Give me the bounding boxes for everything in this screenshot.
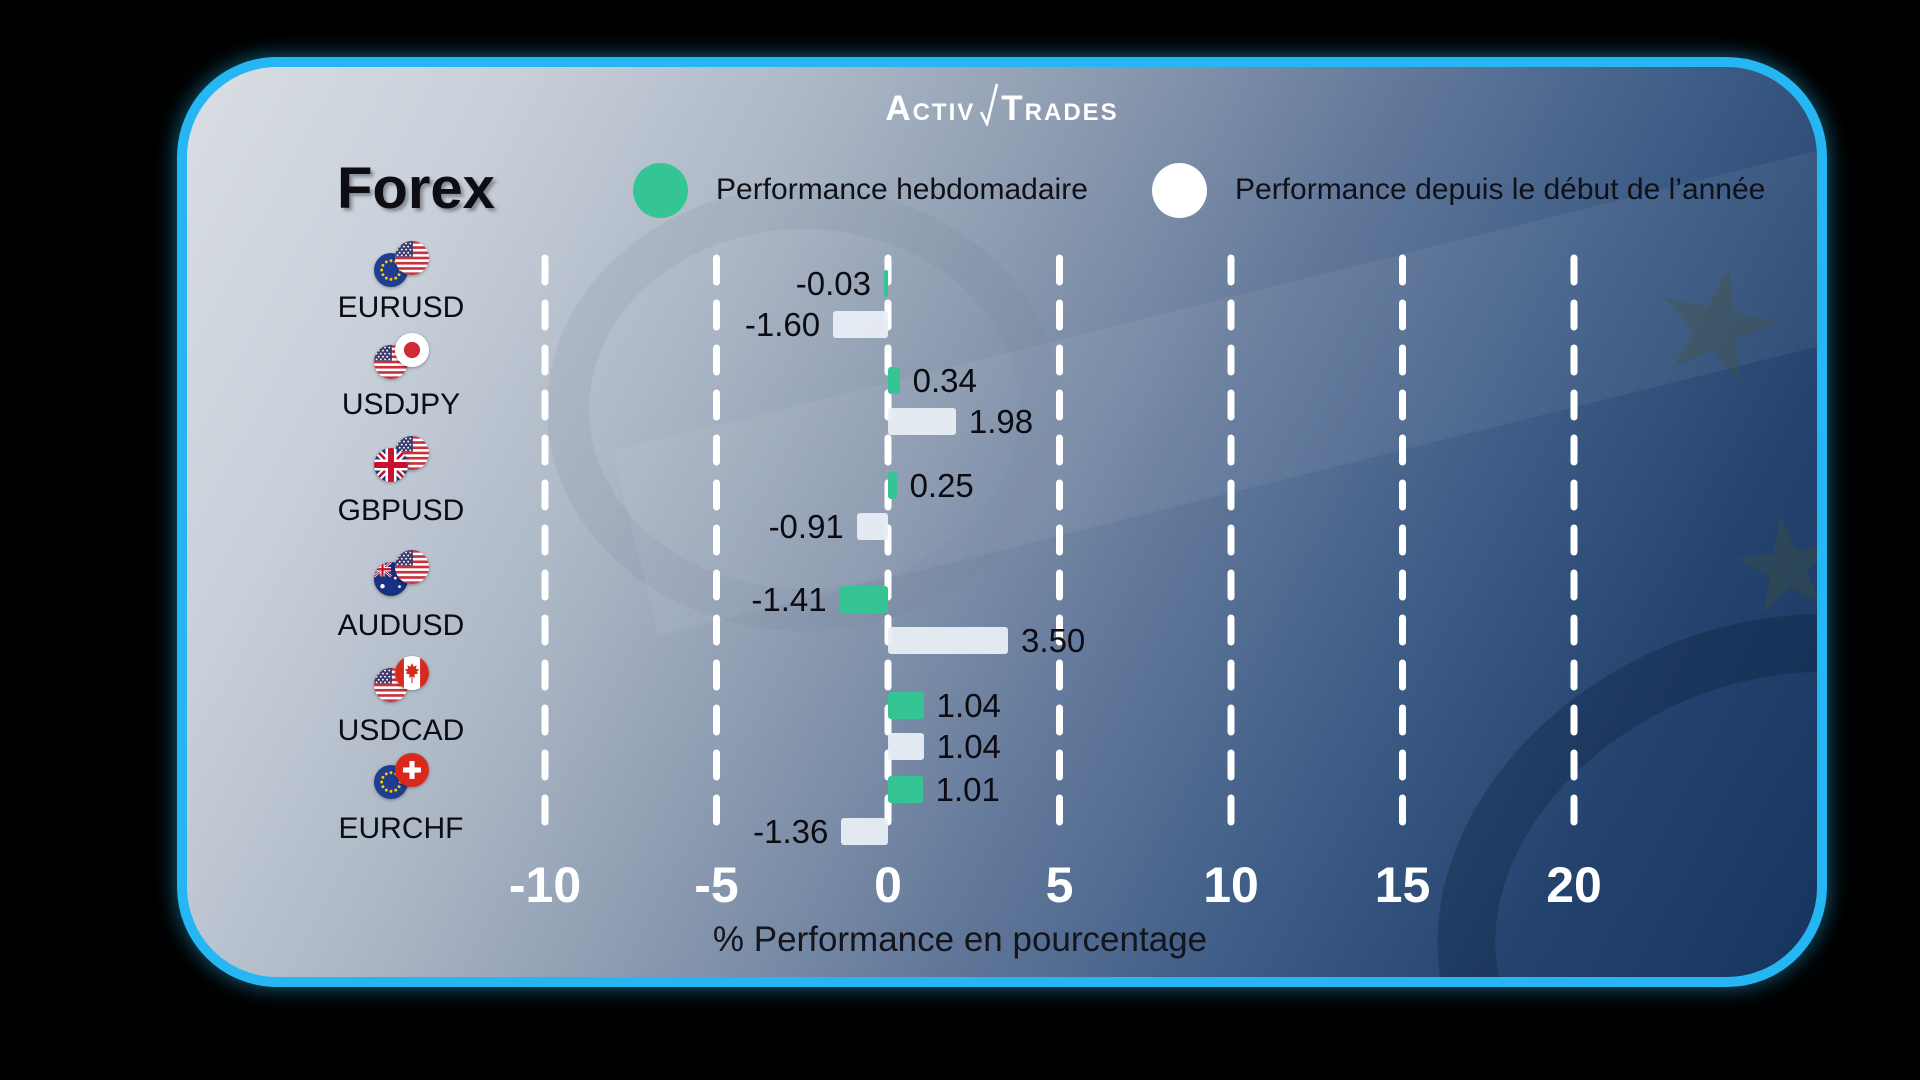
- ytd-value-label: 3.50: [1021, 621, 1086, 659]
- pair-label-gbpusd: GBPUSD: [337, 494, 465, 527]
- x-tick-label: -10: [508, 857, 582, 913]
- ytd-bar: [856, 513, 888, 540]
- ytd-value-label: -0.91: [768, 507, 844, 545]
- weekly-value-label: 0.34: [912, 361, 977, 399]
- pair-label-eurchf: EURCHF: [338, 812, 464, 845]
- flagpair-audusd: [374, 550, 429, 596]
- weekly-bar: [888, 472, 897, 499]
- logo-text-trades: Trades: [1001, 89, 1119, 128]
- x-axis-title: % Performance en pourcentage: [712, 920, 1208, 959]
- flag-gbp-icon: [374, 448, 408, 482]
- weekly-legend-label: Performance hebdomadaire: [716, 173, 1088, 206]
- flag-jpy-icon: [395, 333, 429, 367]
- weekly-value-label: -1.41: [751, 580, 827, 618]
- activtrades-logo: Activ Trades: [802, 80, 1202, 126]
- weekly-bar: [839, 586, 888, 613]
- weekly-bar: [888, 692, 924, 719]
- x-tick-label: 0: [874, 857, 902, 913]
- weekly-bar: [888, 367, 900, 394]
- x-tick-label: -5: [694, 857, 739, 913]
- x-tick-label: 15: [1374, 857, 1431, 913]
- logo-check-icon: [980, 83, 999, 126]
- x-tick-label: 5: [1045, 857, 1074, 913]
- flag-usd-icon: [395, 550, 429, 584]
- weekly-bar: [884, 270, 888, 297]
- flagpair-usdjpy: [374, 333, 429, 379]
- flagpair-usdcad: [374, 656, 429, 702]
- weekly-value-label: 0.25: [909, 466, 974, 504]
- flagpair-eurusd: [374, 241, 429, 287]
- ytd-bar: [888, 733, 924, 760]
- pair-label-eurusd: EURUSD: [337, 291, 465, 324]
- weekly-bar: [888, 776, 923, 803]
- x-tick-label: 20: [1546, 857, 1602, 913]
- flag-chf-icon: [395, 753, 429, 787]
- pair-label-usdcad: USDCAD: [337, 714, 465, 747]
- ytd-value-label: 1.98: [968, 402, 1034, 440]
- page-title: Forex: [337, 156, 495, 221]
- logo-text-activ: Activ: [885, 89, 976, 128]
- weekly-value-label: 1.04: [936, 686, 1001, 724]
- pair-label-audusd: AUDUSD: [337, 609, 465, 642]
- weekly-value-label: 1.01: [935, 770, 1000, 808]
- weekly-value-label: -0.03: [795, 264, 871, 302]
- flagpair-eurchf: [374, 753, 429, 799]
- flag-usd-icon: [395, 241, 429, 275]
- ytd-value-label: -1.60: [744, 305, 821, 343]
- ytd-bar: [833, 311, 888, 338]
- ytd-bar: [841, 818, 888, 845]
- ytd-value-label: 1.04: [936, 727, 1001, 765]
- ytd-value-label: -1.36: [753, 812, 829, 850]
- ytd-bar: [888, 408, 956, 435]
- weekly-legend-dot: [633, 163, 688, 218]
- pair-label-usdjpy: USDJPY: [341, 388, 461, 421]
- ytd-legend-label: Performance depuis le début de l’année: [1235, 173, 1766, 206]
- x-tick-label: 10: [1203, 857, 1259, 913]
- ytd-bar: [888, 627, 1009, 654]
- flag-cad-icon: [395, 656, 429, 690]
- flagpair-gbpusd: [374, 436, 429, 482]
- ytd-legend-dot: [1152, 163, 1207, 218]
